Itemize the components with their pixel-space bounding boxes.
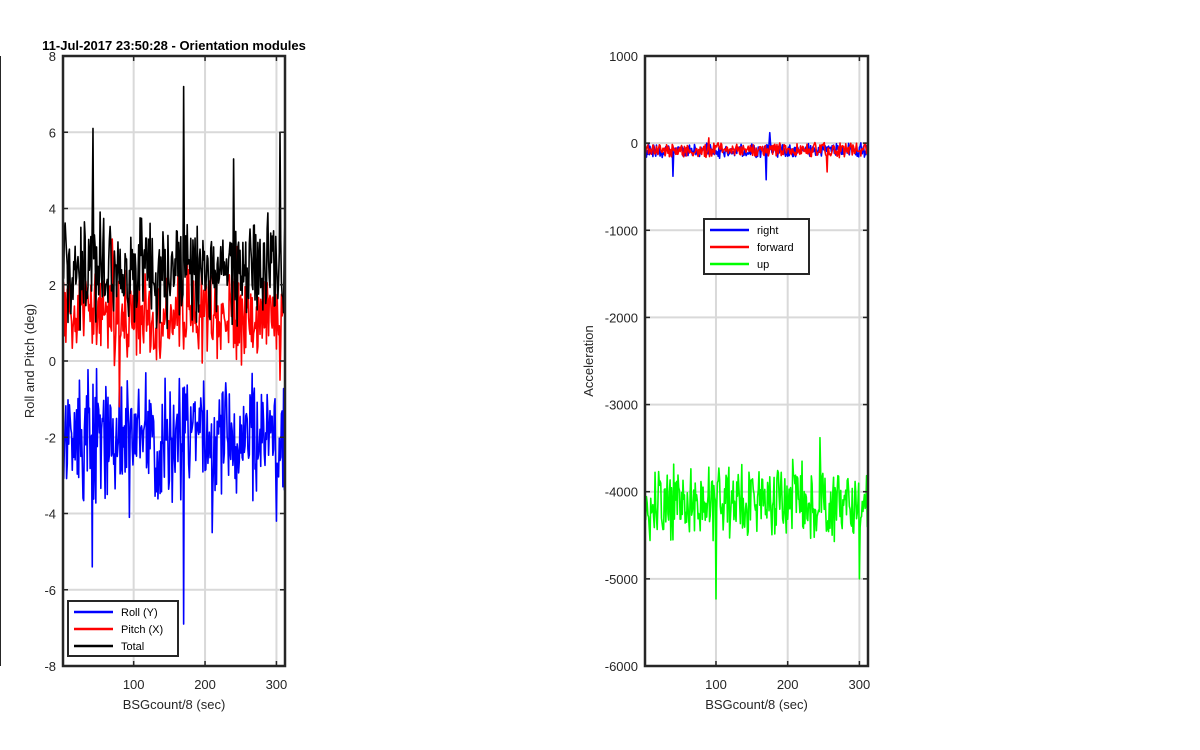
y-tick-label: 4 (49, 202, 56, 217)
x-tick-label: 200 (194, 677, 216, 692)
legend: Roll (Y) Pitch (X) Total (67, 600, 179, 657)
legend-label: forward (757, 242, 794, 254)
legend-label: Total (121, 641, 144, 653)
legend-label: up (757, 259, 769, 271)
legend-label: right (757, 225, 778, 237)
y-tick-label: -4000 (605, 485, 638, 500)
y-tick-label: 1000 (609, 49, 638, 64)
x-tick-label: 300 (849, 677, 871, 692)
series-line-roll-y (62, 367, 286, 625)
chart-title: 11-Jul-2017 23:50:28 - Orientation modul… (42, 38, 306, 53)
legend: right forward up (703, 218, 810, 275)
y-tick-label: -2000 (605, 310, 638, 325)
y-tick-label: -1000 (605, 223, 638, 238)
y-tick-label: 8 (49, 49, 56, 64)
y-tick-label: -8 (44, 659, 56, 674)
chart-panel-0: 100 200 300 -8 -6 -4 -2 0 2 4 6 8 BSGcount/8 (sec) Ro… (22, 38, 306, 712)
x-tick-label: 200 (777, 677, 799, 692)
x-tick-label: 100 (705, 677, 727, 692)
y-tick-label: -5000 (605, 572, 638, 587)
x-tick-label: 300 (266, 677, 288, 692)
legend-label: Pitch (X) (121, 624, 163, 636)
y-tick-label: 2 (49, 278, 56, 293)
x-axis-label: BSGcount/8 (sec) (705, 697, 808, 712)
x-axis-label: BSGcount/8 (sec) (123, 697, 226, 712)
legend-label: Roll (Y) (121, 607, 158, 619)
y-tick-label: 6 (49, 125, 56, 140)
y-tick-label: 0 (49, 354, 56, 369)
axes-box (643, 54, 870, 668)
y-tick-label: -4 (44, 507, 56, 522)
series-line-up (644, 436, 869, 600)
series-line-forward (644, 137, 869, 173)
y-tick-label: 0 (631, 136, 638, 151)
y-axis-label: Roll and Pitch (deg) (22, 304, 37, 418)
y-tick-label: -2 (44, 430, 56, 445)
y-tick-label: -6 (44, 583, 56, 598)
series-line-total (62, 85, 286, 331)
chart-panel-1: 100 200 300 -6000 -5000 -4000 -3000 -2000 -1000 0… (581, 49, 870, 712)
y-tick-label: -3000 (605, 398, 638, 413)
y-tick-label: -6000 (605, 659, 638, 674)
y-axis-label: Acceleration (581, 325, 596, 397)
x-tick-label: 100 (123, 677, 145, 692)
